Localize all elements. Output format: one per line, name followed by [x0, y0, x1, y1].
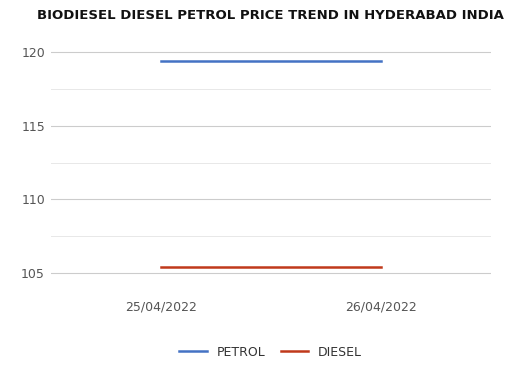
PETROL [377, 58, 383, 63]
Legend: PETROL, DIESEL: PETROL, DIESEL [174, 341, 366, 364]
DIESEL [377, 265, 383, 269]
DIESEL [158, 265, 164, 269]
PETROL [158, 58, 164, 63]
Title: BIODIESEL DIESEL PETROL PRICE TREND IN HYDERABAD INDIA: BIODIESEL DIESEL PETROL PRICE TREND IN H… [37, 9, 503, 22]
